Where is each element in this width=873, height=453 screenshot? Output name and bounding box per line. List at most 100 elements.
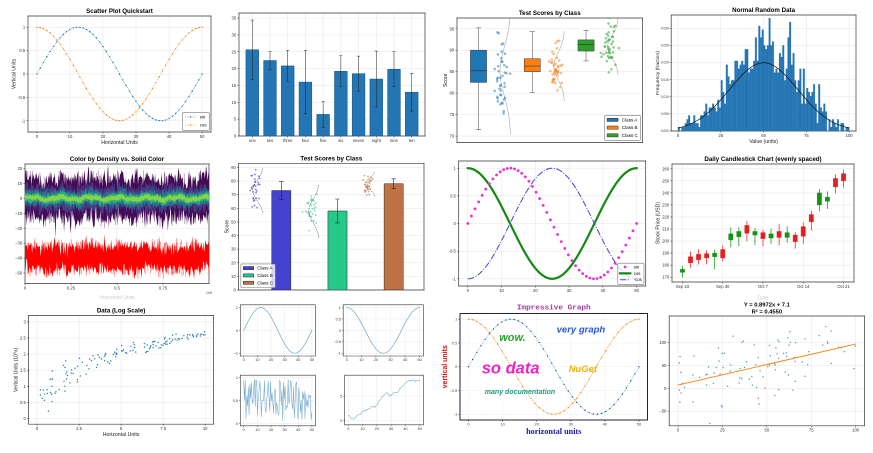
svg-text:40: 40 [600,288,605,293]
svg-text:75: 75 [809,428,814,433]
svg-text:0.000: 0.000 [661,129,669,133]
svg-text:Class A: Class A [258,266,273,271]
svg-text:20: 20 [269,358,273,362]
svg-text:5: 5 [341,394,343,398]
svg-text:Test Scores by Class: Test Scores by Class [301,155,363,162]
svg-text:85: 85 [449,69,454,74]
svg-text:30: 30 [231,247,236,252]
svg-text:0: 0 [677,428,680,433]
svg-text:30: 30 [568,422,573,427]
svg-text:-0.5: -0.5 [450,388,458,393]
svg-text:one: one [249,138,257,143]
svg-text:200: 200 [662,239,670,244]
svg-text:100: 100 [852,428,860,433]
svg-text:2.5: 2.5 [20,336,26,341]
svg-text:2.5: 2.5 [76,426,82,431]
svg-text:Scatter Plot Quickstart: Scatter Plot Quickstart [86,8,153,15]
svg-text:40: 40 [296,358,300,362]
svg-text:-1: -1 [21,118,25,123]
svg-text:50: 50 [634,288,639,293]
svg-text:0: 0 [454,364,457,369]
svg-text:10: 10 [500,422,505,427]
svg-text:170: 170 [662,275,670,280]
svg-text:50: 50 [310,358,314,362]
svg-text:2: 2 [23,352,26,357]
svg-text:20: 20 [534,422,539,427]
svg-text:cos: cos [633,271,640,276]
svg-text:0: 0 [234,134,237,139]
svg-text:40: 40 [296,428,300,432]
svg-text:10: 10 [203,426,208,431]
svg-text:50: 50 [200,134,205,139]
svg-text:−50: −50 [15,271,23,276]
svg-text:Value (units): Value (units) [749,139,778,145]
svg-text:0.005: 0.005 [661,112,669,116]
svg-text:0.5: 0.5 [450,193,456,198]
svg-text:Sep 30: Sep 30 [716,284,730,289]
svg-text:Stock Price (USD): Stock Price (USD) [655,202,661,244]
svg-text:1.5: 1.5 [20,368,26,373]
svg-text:1: 1 [236,306,238,310]
svg-text:Class C: Class C [258,280,275,285]
svg-text:20: 20 [18,166,23,171]
svg-text:0.5: 0.5 [114,285,120,290]
svg-text:50: 50 [761,133,766,138]
svg-text:30: 30 [389,427,393,431]
svg-text:Score: Score [225,220,231,234]
svg-text:0: 0 [23,72,26,77]
svg-text:eight: eight [372,138,382,143]
svg-text:0.5: 0.5 [19,48,25,53]
svg-text:60: 60 [231,206,236,211]
svg-text:horizontal units: horizontal units [526,427,581,436]
svg-text:50: 50 [231,219,236,224]
svg-text:0: 0 [453,221,456,226]
svg-text:30: 30 [283,358,287,362]
svg-text:100: 100 [845,133,853,138]
svg-text:260: 260 [662,166,670,171]
svg-text:40: 40 [403,358,407,362]
svg-text:35: 35 [232,16,237,21]
svg-text:30: 30 [389,358,393,362]
svg-text:20: 20 [532,288,537,293]
svg-text:-1: -1 [338,352,341,356]
svg-text:7.5: 7.5 [160,426,166,431]
svg-text:nine: nine [390,138,399,143]
svg-text:0: 0 [466,288,469,293]
svg-text:10: 10 [499,288,504,293]
svg-text:Class B: Class B [621,125,637,130]
svg-text:40: 40 [167,134,172,139]
svg-text:−50: −50 [659,409,667,414]
svg-text:six: six [339,138,345,143]
svg-text:0: 0 [346,358,348,362]
svg-text:so data: so data [481,360,539,378]
svg-text:10: 10 [255,358,259,362]
svg-text:R² = 0.4550: R² = 0.4550 [751,309,781,316]
svg-text:75: 75 [804,133,809,138]
svg-text:70: 70 [231,192,236,197]
svg-text:very graph: very graph [556,324,605,335]
svg-text:3: 3 [23,319,26,324]
svg-text:230: 230 [662,202,670,207]
svg-text:-0.5: -0.5 [335,340,342,344]
svg-text:−10: −10 [15,211,23,216]
svg-text:Oct 7: Oct 7 [758,284,769,289]
svg-text:20: 20 [231,260,236,265]
svg-text:Class B: Class B [258,273,274,278]
svg-text:0: 0 [236,422,238,426]
svg-text:NuGet: NuGet [568,364,597,375]
svg-text:90: 90 [231,165,236,170]
svg-text:50: 50 [310,428,314,432]
svg-text:15: 15 [232,83,237,88]
svg-text:0: 0 [24,285,27,290]
svg-text:0.25: 0.25 [67,285,76,290]
svg-text:many documentation: many documentation [484,389,554,396]
svg-text:0.030: 0.030 [661,27,669,31]
svg-text:80: 80 [231,179,236,184]
svg-text:240: 240 [662,190,670,195]
svg-text:10: 10 [231,274,236,279]
svg-text:0: 0 [23,416,26,421]
svg-text:Horizontal Units: Horizontal Units [99,295,135,301]
svg-text:Impressive Graph: Impressive Graph [516,305,590,313]
svg-text:0.5: 0.5 [451,340,457,345]
svg-text:75: 75 [449,112,454,117]
